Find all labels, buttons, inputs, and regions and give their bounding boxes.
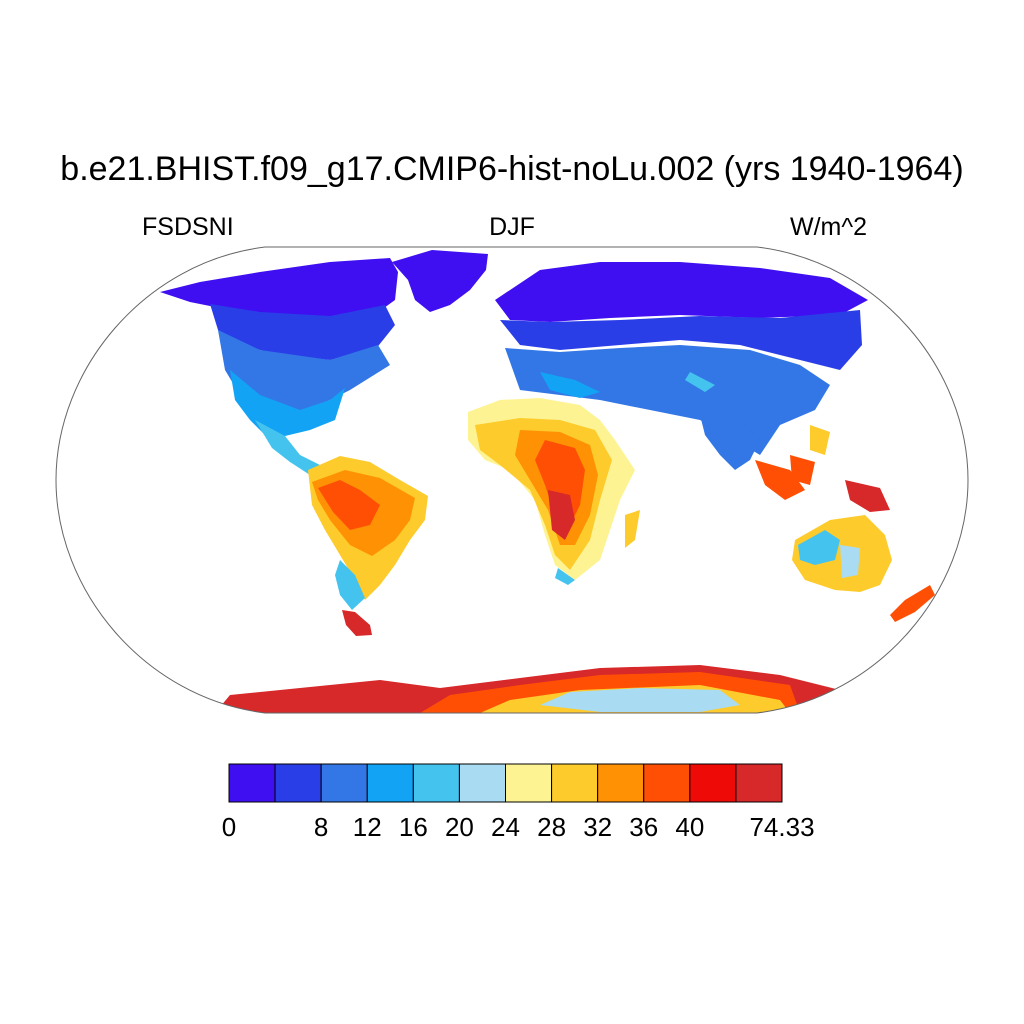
colorbar-swatch <box>458 763 506 803</box>
colorbar-swatch <box>505 763 553 803</box>
greenland <box>392 250 488 312</box>
plot-title: b.e21.BHIST.f09_g17.CMIP6-hist-noLu.002 … <box>60 150 964 188</box>
colorbar-tick-label: 36 <box>629 812 659 842</box>
maritime-southeast-asia <box>755 425 890 512</box>
colorbar-tick-label: 20 <box>444 812 474 842</box>
colorbar-tick-label: 12 <box>352 812 382 842</box>
antarctica <box>215 665 860 713</box>
colorbar-swatch <box>320 763 368 803</box>
variable-label: FSDSNI <box>142 213 234 241</box>
map-area <box>160 250 935 713</box>
colorbar-tick-label: 24 <box>491 812 520 842</box>
colorbar-tick-label: 40 <box>675 812 705 842</box>
colorbar-tick-label: 8 <box>313 812 329 842</box>
colorbar-tick-label: 28 <box>537 812 567 842</box>
eurasia <box>495 262 868 455</box>
colorbar-swatch <box>551 763 599 803</box>
globe-outline <box>55 246 969 714</box>
colorbar-swatch <box>689 763 737 803</box>
colorbar-swatch <box>274 763 322 803</box>
colorbar <box>228 763 783 803</box>
south-america <box>308 456 428 636</box>
colorbar-tick-label: 74.33 <box>749 812 815 842</box>
colorbar-tick-label: 32 <box>583 812 613 842</box>
new-zealand <box>890 585 935 622</box>
season-label: DJF <box>489 213 535 241</box>
colorbar-swatch <box>735 763 783 803</box>
colorbar-tick-label: 16 <box>398 812 428 842</box>
africa <box>468 398 640 585</box>
colorbar-swatch <box>643 763 691 803</box>
colorbar-swatch <box>228 763 276 803</box>
colorbar-swatch <box>412 763 460 803</box>
colorbar-tick-label: 0 <box>221 812 237 842</box>
australia <box>792 515 892 592</box>
units-label: W/m^2 <box>790 213 868 241</box>
colorbar-swatch <box>366 763 414 803</box>
north-america <box>160 258 398 478</box>
colorbar-swatch <box>597 763 645 803</box>
india <box>700 415 760 470</box>
